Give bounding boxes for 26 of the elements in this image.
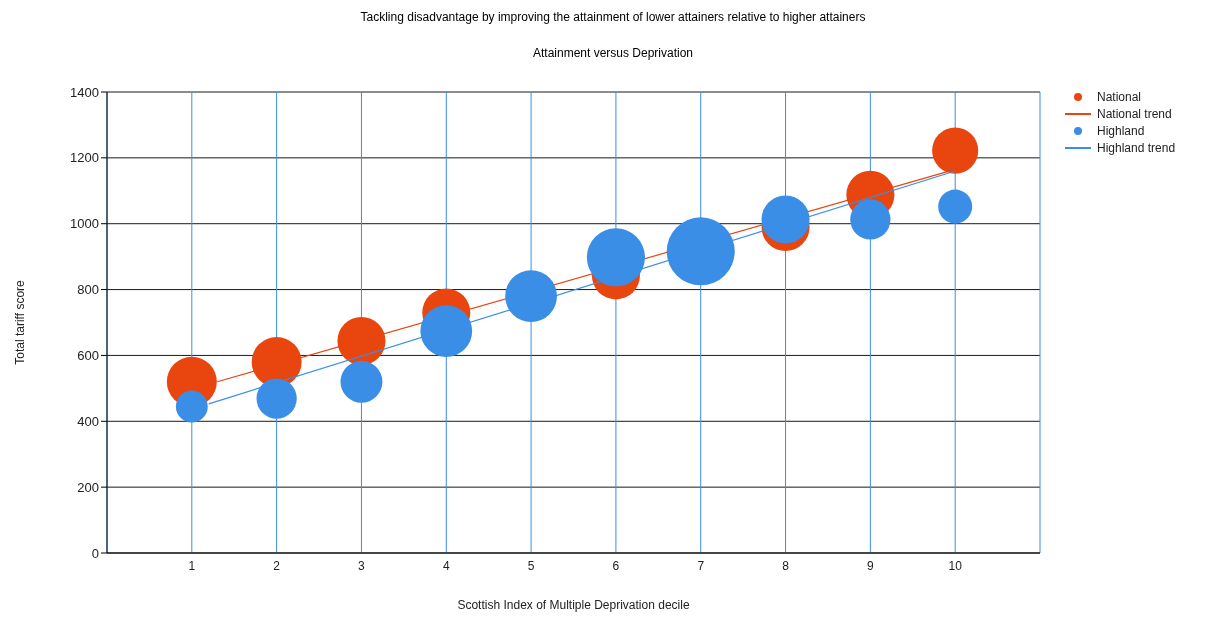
legend-label: National — [1097, 89, 1142, 104]
x-tick-label: 3 — [358, 558, 366, 573]
x-tick-label: 1 — [188, 558, 196, 573]
legend-label: Highland — [1097, 123, 1145, 138]
y-tick-label: 400 — [77, 413, 99, 429]
y-tick-label: 0 — [91, 545, 99, 561]
chart-title: Tackling disadvantage by improving the attainment of lower attainers relative to higher attainers — [359, 10, 867, 24]
y-tick-label: 1000 — [70, 216, 99, 232]
legend-label: National trend — [1097, 106, 1172, 121]
y-tick-label: 800 — [77, 282, 99, 298]
x-tick-label: 2 — [273, 558, 281, 573]
legend-label: Highland trend — [1097, 140, 1176, 155]
y-tick-label: 200 — [77, 479, 99, 495]
x-tick-label: 4 — [442, 558, 450, 573]
x-tick-label: 9 — [867, 558, 875, 573]
x-tick-label: 5 — [527, 558, 535, 573]
y-tick-label: 1400 — [70, 84, 99, 100]
y-tick-label: 600 — [77, 348, 99, 364]
chart-subtitle: Attainment versus Deprivation — [531, 46, 695, 60]
x-tick-label: 8 — [782, 558, 790, 573]
x-tick-label: 10 — [948, 558, 963, 573]
x-tick-label: 6 — [612, 558, 620, 573]
y-axis-title: Total tariff score — [13, 279, 28, 365]
y-tick-label: 1200 — [70, 150, 99, 166]
x-axis-title: Scottish Index of Multiple Deprivation decile — [457, 598, 690, 612]
x-tick-label: 7 — [697, 558, 705, 573]
